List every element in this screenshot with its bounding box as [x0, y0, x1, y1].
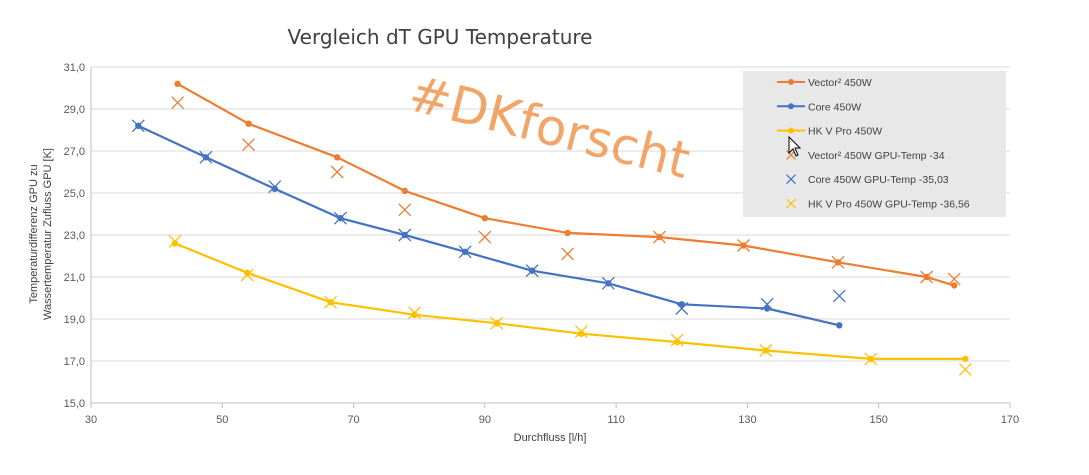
- chart-title: Vergleich dT GPU Temperature: [288, 25, 593, 49]
- series-point: [244, 269, 251, 276]
- series-point: [481, 215, 489, 222]
- legend: Vector² 450W Core 450W HK V Pro 450W Vector…: [777, 77, 970, 211]
- legend-point: [788, 103, 794, 110]
- series-point: [656, 233, 663, 241]
- legend-label: Vector² 450W: [808, 77, 872, 89]
- legend-item: Core 450W: [777, 101, 861, 113]
- legend-point: [788, 79, 794, 85]
- x-tick-label: 130: [738, 414, 756, 426]
- series-point: [564, 229, 571, 237]
- y-tick-label: 21,0: [64, 272, 85, 284]
- series-line-group: [171, 240, 969, 363]
- mouse-cursor-icon: [788, 135, 802, 157]
- series-point: [401, 187, 408, 195]
- series-layer: [131, 80, 972, 376]
- x-tick-label: 70: [347, 414, 359, 426]
- series-line-group: [135, 122, 843, 329]
- cross-marker: [171, 96, 185, 110]
- series-point: [962, 355, 969, 363]
- series-point: [337, 215, 344, 222]
- y-tick-label: 27,0: [64, 146, 85, 158]
- y-tick-label: 29,0: [64, 104, 85, 116]
- series-point: [135, 122, 142, 129]
- cross-marker: [330, 165, 344, 179]
- series-point: [951, 282, 958, 289]
- legend-cross: [786, 198, 796, 209]
- series-point: [493, 320, 500, 327]
- legend-label: HK V Pro 450W GPU-Temp -36,56: [808, 199, 970, 211]
- series-point: [834, 259, 842, 266]
- x-axis-title: Durchfluss [l/h]: [514, 432, 587, 444]
- series-point: [171, 240, 179, 247]
- y-axis-title-line1: Temperaturdifferenz GPU zu: [28, 164, 40, 303]
- legend-background: [743, 71, 1006, 217]
- cross-marker: [958, 362, 972, 376]
- y-tick-label: 19,0: [64, 314, 85, 326]
- y-tick-label: 31,0: [64, 62, 85, 74]
- series-point: [673, 338, 681, 346]
- series-point: [401, 231, 408, 239]
- series-point: [762, 347, 770, 354]
- legend-item: Vector² 450W: [777, 77, 872, 89]
- series-point: [271, 185, 278, 192]
- series-line-group: [174, 80, 958, 289]
- cross-marker: [561, 247, 575, 261]
- x-tick-label: 150: [870, 414, 888, 426]
- legend-label: Core 450W GPU-Temp -35,03: [808, 174, 949, 186]
- series-point: [333, 154, 341, 161]
- cross-marker: [478, 230, 492, 244]
- y-tick-label: 23,0: [64, 230, 85, 242]
- x-tick-label: 90: [479, 414, 491, 426]
- axes: [90, 67, 1011, 408]
- y-tick-label: 25,0: [64, 188, 85, 200]
- series-point: [867, 355, 875, 363]
- x-tick-label: 170: [1001, 414, 1019, 426]
- x-tick-label: 30: [85, 414, 97, 426]
- legend-label: Vector² 450W GPU-Temp -34: [808, 150, 945, 162]
- legend-label: Core 450W: [808, 101, 861, 113]
- series-point: [461, 248, 469, 255]
- series-point: [411, 311, 418, 318]
- tick-labels: 15,0 17,0 19,0 21,0 23,0 25,0 27,0 29,0 31,0 30 50…: [64, 62, 1020, 426]
- y-tick-label: 17,0: [64, 356, 85, 368]
- legend-item: Vector² 450W GPU-Temp -34: [786, 150, 945, 162]
- series-line: [174, 242, 966, 360]
- x-tick-label: 50: [216, 414, 228, 426]
- legend-item: HK V Pro 450W GPU-Temp -36,56: [786, 198, 970, 211]
- legend-point: [788, 127, 794, 134]
- cross-marker: [242, 138, 256, 152]
- series-point: [174, 80, 181, 88]
- series-point: [578, 330, 585, 337]
- legend-label: HK V Pro 450W: [808, 126, 882, 138]
- cross-marker: [398, 203, 412, 217]
- series-point: [327, 299, 334, 306]
- series-point: [605, 280, 612, 287]
- y-tick-label: 15,0: [64, 398, 85, 410]
- series-point: [836, 322, 843, 329]
- x-tick-label: 110: [607, 414, 625, 426]
- series-point: [740, 242, 747, 249]
- series-point: [763, 305, 771, 312]
- y-axis-title-line2: Wassertemperatur Zufluss GPU [K]: [42, 148, 54, 320]
- legend-cross: [786, 174, 796, 185]
- series-point: [923, 273, 930, 281]
- legend-item: Core 450W GPU-Temp -35,03: [786, 174, 949, 186]
- legend-item: HK V Pro 450W: [777, 126, 882, 138]
- cross-marker: [832, 289, 846, 303]
- series-point: [245, 120, 252, 127]
- series-point: [678, 301, 685, 308]
- series-point: [528, 267, 536, 274]
- series-point: [202, 154, 210, 161]
